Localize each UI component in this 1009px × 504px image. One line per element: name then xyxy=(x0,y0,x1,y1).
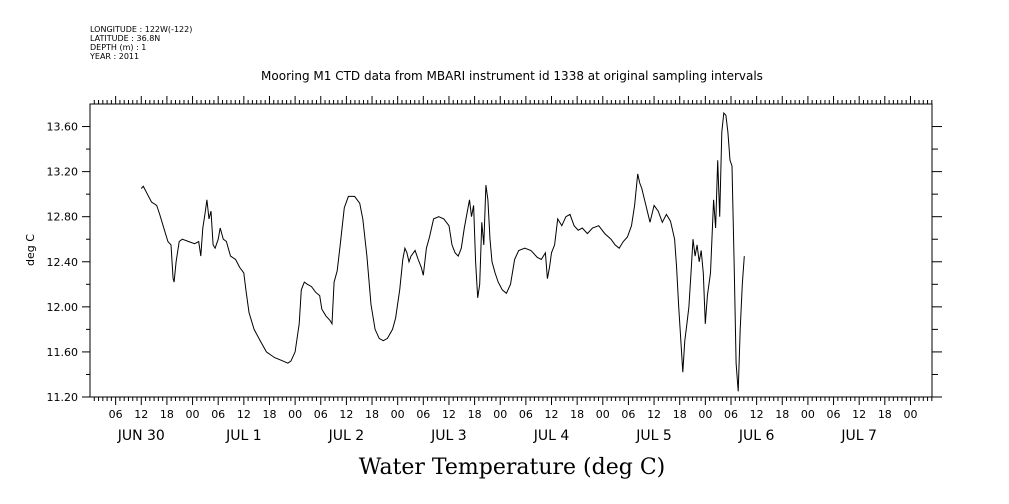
x-hour-label: 12 xyxy=(647,408,661,421)
x-hour-label: 18 xyxy=(468,408,482,421)
x-hour-label: 06 xyxy=(519,408,533,421)
x-day-label: JUL 3 xyxy=(430,428,467,444)
y-tick-label: 11.20 xyxy=(47,391,79,404)
meta-latitude: LATITUDE : 36.8N xyxy=(90,34,160,43)
x-hour-label: 18 xyxy=(262,408,276,421)
x-axis-label: Water Temperature (deg C) xyxy=(359,455,666,480)
x-hour-label: 12 xyxy=(545,408,559,421)
x-hour-label: 00 xyxy=(288,408,302,421)
minor-ticks xyxy=(93,96,933,405)
x-hour-label: 06 xyxy=(109,408,123,421)
x-hour-label: 00 xyxy=(698,408,712,421)
meta-longitude: LONGITUDE : 122W(-122) xyxy=(90,25,192,34)
x-hour-label: 18 xyxy=(570,408,584,421)
y-tick-label: 12.00 xyxy=(47,301,79,314)
y-axis: 11.20 11.60 12.00 12.40 12.80 13.20 13.60 xyxy=(47,121,942,404)
x-hour-label: 06 xyxy=(827,408,841,421)
x-hour-label: 12 xyxy=(134,408,148,421)
x-hour-label: 00 xyxy=(596,408,610,421)
meta-year: YEAR : 2011 xyxy=(89,52,139,61)
chart-title: Mooring M1 CTD data from MBARI instrumen… xyxy=(261,69,763,83)
series-line xyxy=(140,111,745,392)
x-hour-label: 06 xyxy=(314,408,328,421)
x-hour-label: 12 xyxy=(750,408,764,421)
y-tick-label: 12.80 xyxy=(47,211,79,224)
x-hour-label: 18 xyxy=(775,408,789,421)
x-day-label: JUL 4 xyxy=(533,428,570,444)
x-hour-label: 18 xyxy=(878,408,892,421)
x-hour-label: 00 xyxy=(391,408,405,421)
x-day-label: JUL 1 xyxy=(225,428,262,444)
x-day-label: JUN 30 xyxy=(117,428,165,444)
x-hour-label: 12 xyxy=(339,408,353,421)
y-axis-label: deg C xyxy=(24,234,37,266)
x-hour-label: 12 xyxy=(237,408,251,421)
x-hour-label: 00 xyxy=(903,408,917,421)
x-hour-label: 06 xyxy=(211,408,225,421)
y-tick-label: 12.40 xyxy=(47,256,79,269)
x-hour-label: 00 xyxy=(801,408,815,421)
y-tick-label: 13.60 xyxy=(47,121,79,134)
x-hour-label: 18 xyxy=(673,408,687,421)
x-axis: 06 12 18 00 06 12 18 00 06 12 18 00 06 12 18 00 06 12 18 00… xyxy=(109,408,918,444)
meta-depth: DEPTH (m) : 1 xyxy=(90,43,146,52)
y-tick-label: 11.60 xyxy=(47,346,79,359)
x-hour-label: 18 xyxy=(160,408,174,421)
x-hour-label: 06 xyxy=(724,408,738,421)
x-hour-label: 00 xyxy=(186,408,200,421)
x-hour-label: 06 xyxy=(416,408,430,421)
x-day-label: JUL 5 xyxy=(635,428,672,444)
x-hour-label: 12 xyxy=(442,408,456,421)
x-hour-label: 00 xyxy=(493,408,507,421)
x-day-label: JUL 2 xyxy=(328,428,365,444)
x-day-label: JUL 6 xyxy=(738,428,775,444)
x-hour-label: 12 xyxy=(852,408,866,421)
x-hour-label: 18 xyxy=(365,408,379,421)
x-hour-label: 06 xyxy=(621,408,635,421)
x-day-label: JUL 7 xyxy=(840,428,877,444)
plot-frame xyxy=(89,103,933,398)
y-tick-label: 13.20 xyxy=(47,166,79,179)
